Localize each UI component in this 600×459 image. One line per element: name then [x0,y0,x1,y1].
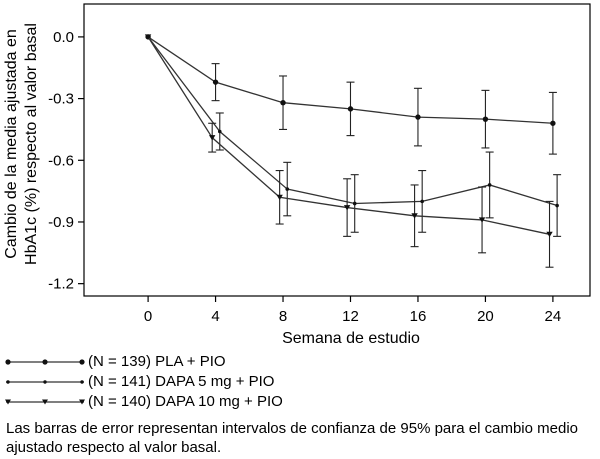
legend-label-dapa-10: (N = 140) DAPA 10 mg + PIO [88,393,283,410]
data-point [280,100,286,106]
x-tick-label: 12 [342,308,359,325]
x-axis-title: Semana de estudio [282,330,420,347]
data-point [212,79,219,85]
legend-label-pla-pio: (N = 139) PLA + PIO [88,353,226,370]
series-3 [144,34,554,268]
legend-item-dapa-5: (N = 141) DAPA 5 mg + PIO [4,372,283,392]
chart: 0.0 -0.3 -0.6 -0.9 -1.2 0 4 8 12 16 20 24 Semana de … [3,3,591,347]
data-point [411,213,418,219]
y-tick-label: -0.9 [48,214,74,231]
x-tick-label: 8 [279,308,287,325]
data-point [546,231,553,238]
legend: (N = 139) PLA + PIO (N = 141) DAPA 5 mg … [4,352,283,412]
data-point [482,116,489,122]
data-point [420,199,424,204]
x-tick-label: 16 [410,308,427,325]
data-point [217,129,222,134]
x-tick-label: 4 [211,308,219,325]
x-tick-label: 24 [545,308,562,325]
y-tick-label: 0.0 [53,29,74,46]
y-axis-title-line: HbA1c (%) respecto al valor basal [23,23,40,265]
data-point [276,194,283,201]
data-point [285,187,290,191]
y-tick-label: -1.2 [48,276,74,293]
data-point [352,201,357,206]
plot-frame [83,3,591,297]
series-line [147,36,558,207]
series-1 [145,34,557,155]
data-point [478,217,486,223]
data-point [487,183,492,187]
legend-marker-circle [5,359,85,365]
data-point [550,120,556,126]
data-point [415,114,421,120]
footnote: Las barras de error representan interval… [6,420,578,456]
data-point [343,205,351,211]
y-tick-label: -0.3 [48,91,74,108]
data-point [555,203,559,208]
legend-marker-dot [6,380,84,384]
x-tick-label: 0 [144,308,152,325]
y-axis-title-line: Cambio de la media ajustada en [3,29,20,258]
legend-label-dapa-5: (N = 141) DAPA 5 mg + PIO [88,373,275,390]
x-tick-label: 20 [477,308,494,325]
data-point [144,34,152,40]
legend-item-pla-pio: (N = 139) PLA + PIO [4,352,283,372]
y-tick-label: -0.6 [48,152,74,169]
data-point [347,106,354,112]
legend-item-dapa-10: (N = 140) DAPA 10 mg + PIO [4,392,283,412]
legend-marker-triangle [5,399,85,405]
series-2 [146,35,562,237]
data-point [208,135,216,141]
